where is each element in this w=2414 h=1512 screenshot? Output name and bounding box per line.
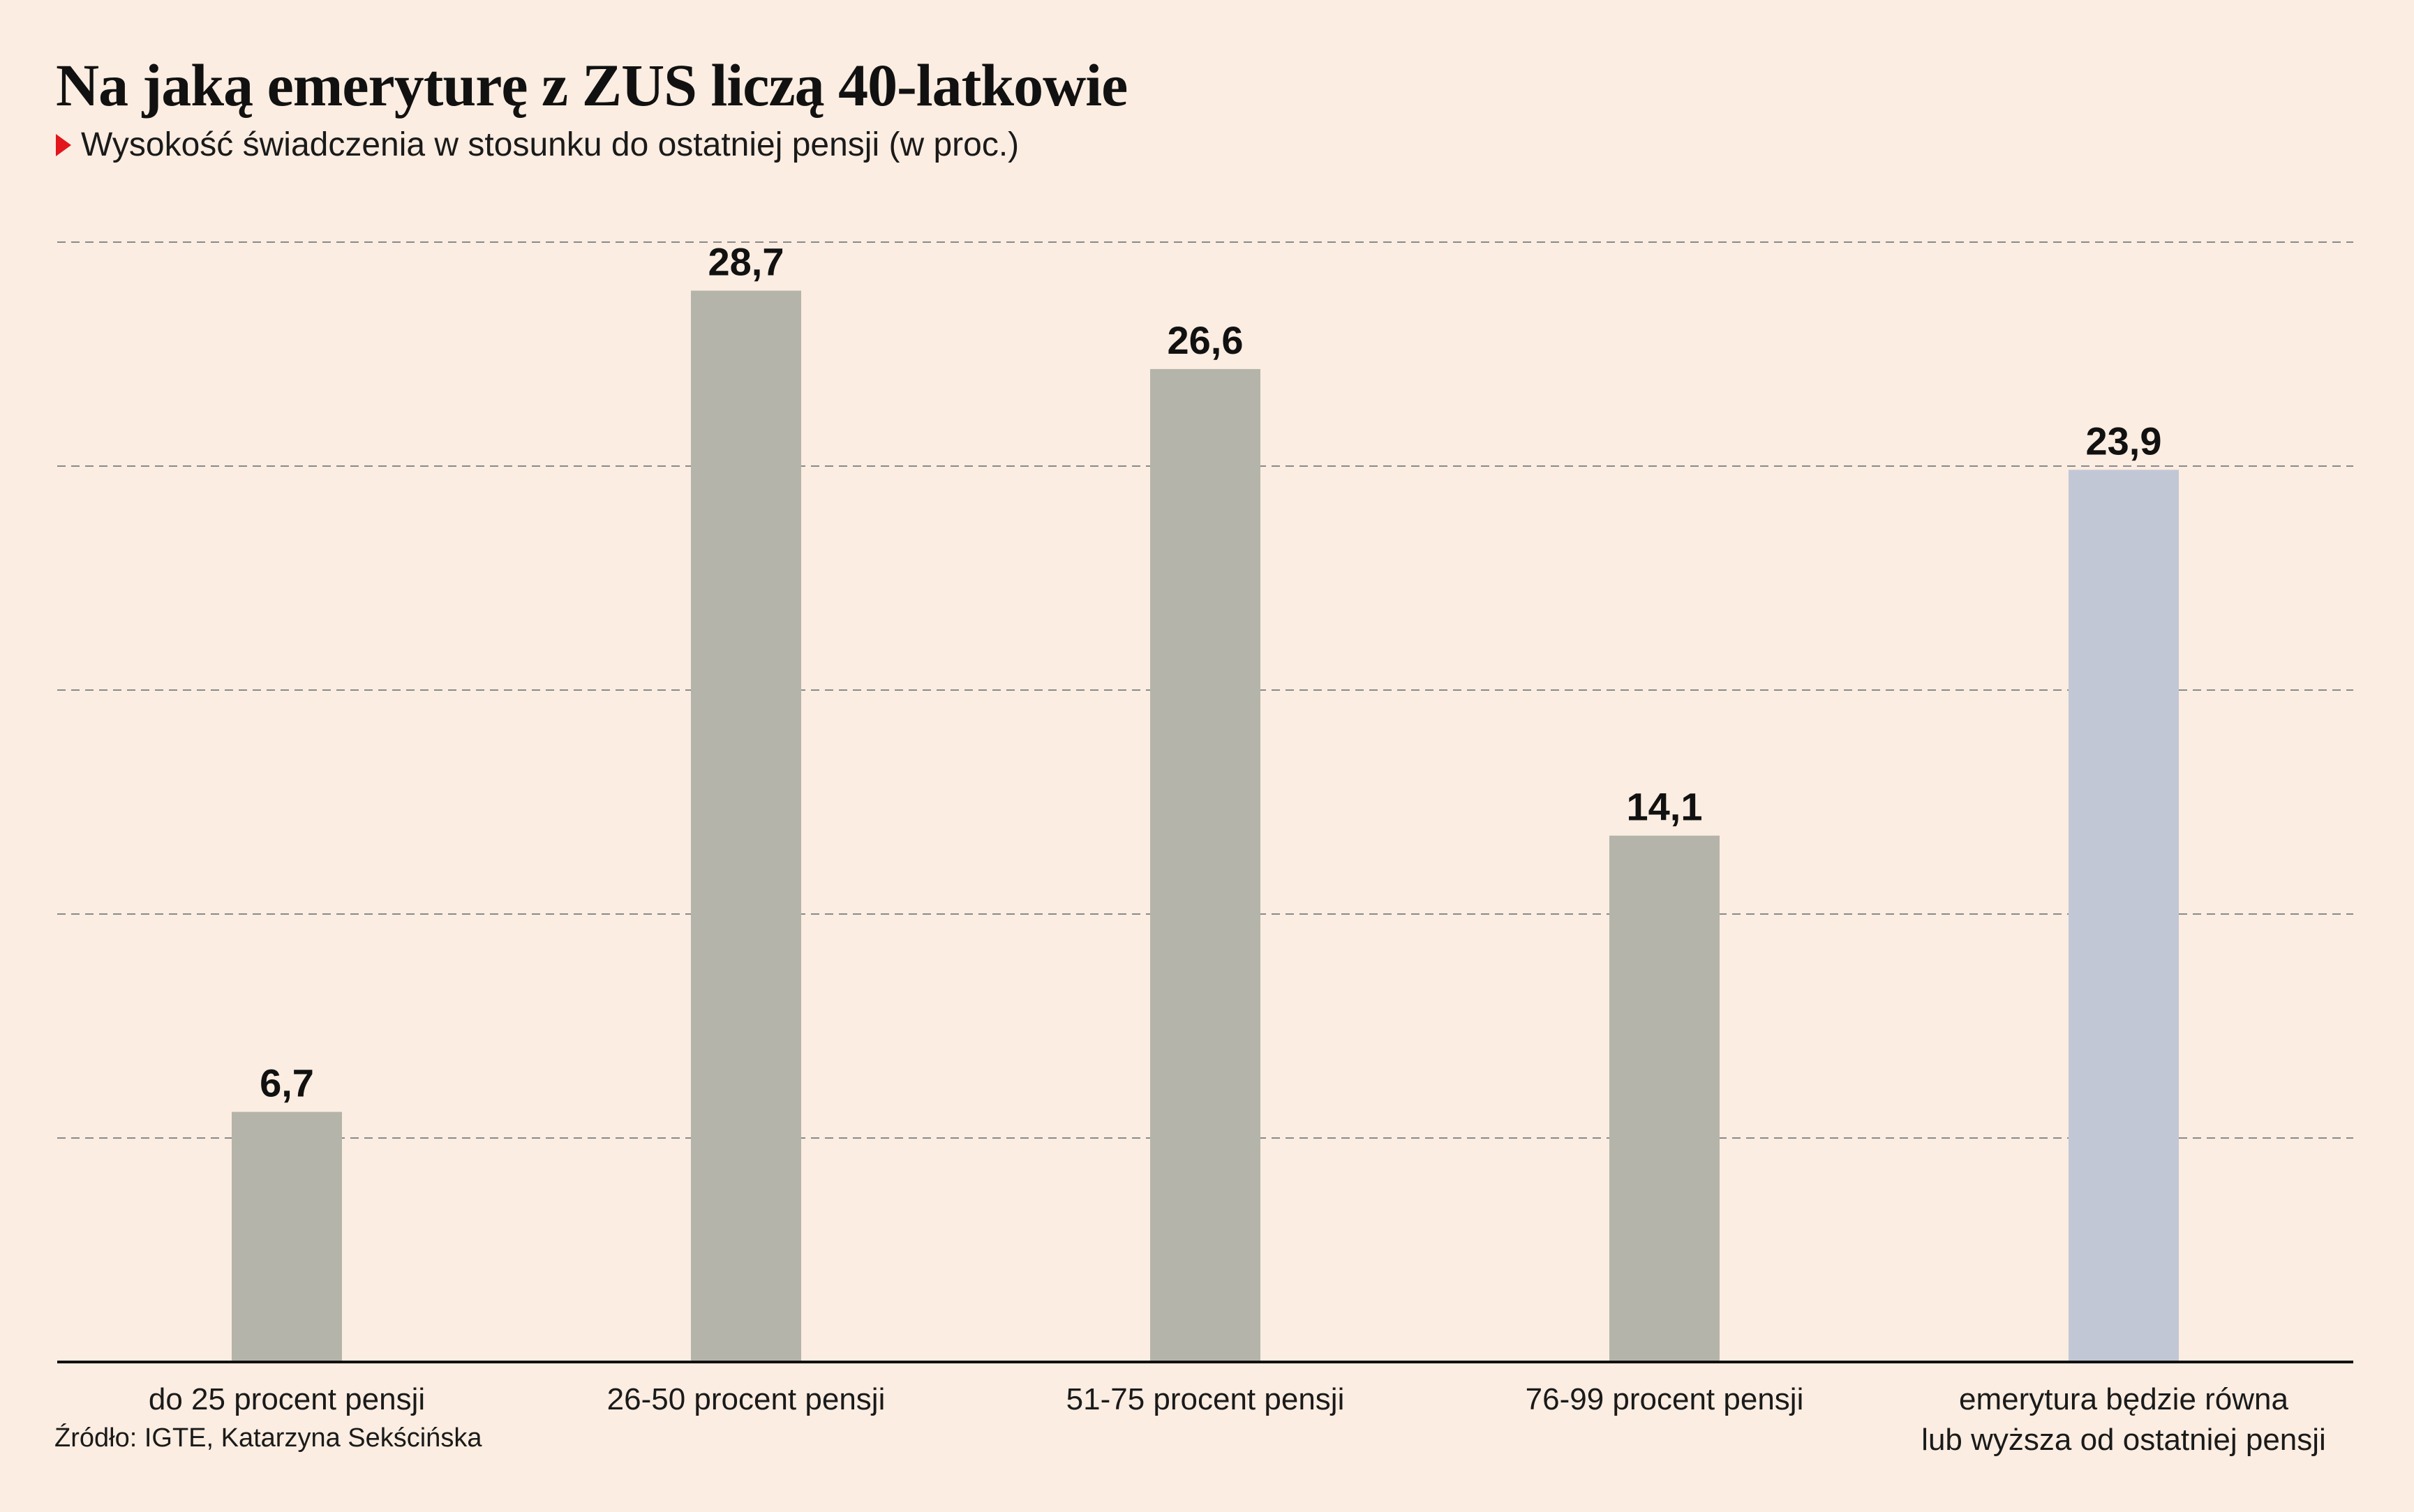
bar xyxy=(691,290,801,1362)
data-label: 23,9 xyxy=(2086,419,2162,463)
data-label: 14,1 xyxy=(1627,785,1703,829)
data-label: 26,6 xyxy=(1168,318,1244,362)
data-label: 28,7 xyxy=(708,240,784,284)
triangle-marker-icon xyxy=(56,133,71,156)
chart-subtitle: Wysokość świadczenia w stosunku do ostat… xyxy=(56,126,1019,164)
bar xyxy=(1150,368,1260,1362)
category-label: emerytura będzie równa xyxy=(1959,1382,2289,1416)
source-note: Źródło: IGTE, Katarzyna Sekścińska xyxy=(54,1423,482,1453)
bar xyxy=(2069,470,2179,1362)
category-label: 76-99 procent pensji xyxy=(1526,1382,1804,1416)
chart-title: Na jaką emeryturę z ZUS liczą 40-latkowi… xyxy=(56,52,1128,119)
category-label: lub wyższa od ostatniej pensji xyxy=(1921,1423,2326,1457)
category-label: 51-75 procent pensji xyxy=(1066,1382,1345,1416)
bar xyxy=(1609,835,1720,1362)
subtitle-text: Wysokość świadczenia w stosunku do ostat… xyxy=(81,126,1020,163)
data-label: 6,7 xyxy=(260,1061,314,1105)
category-label: 26-50 procent pensji xyxy=(607,1382,886,1416)
bar xyxy=(232,1111,342,1362)
category-label: do 25 procent pensji xyxy=(149,1382,425,1416)
